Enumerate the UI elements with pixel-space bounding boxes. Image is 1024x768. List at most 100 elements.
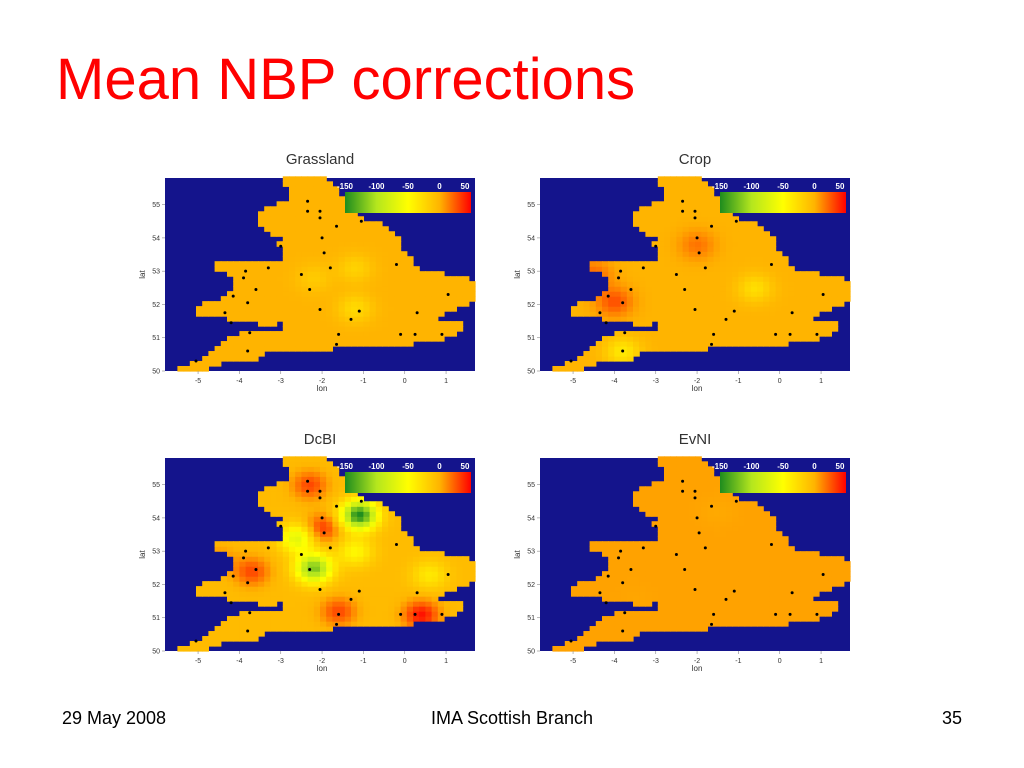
heatmap-cell xyxy=(670,576,677,582)
heatmap-cell xyxy=(713,606,721,612)
heatmap-cell xyxy=(382,586,389,592)
heatmap-cell xyxy=(707,606,715,612)
heatmap-cell xyxy=(363,251,371,257)
heatmap-cell xyxy=(645,311,653,317)
heatmap-cell xyxy=(363,331,371,337)
heatmap-cell xyxy=(357,301,364,307)
heatmap-cell xyxy=(682,341,690,347)
heatmap-cell xyxy=(382,281,389,287)
colorbar-tick-label: -50 xyxy=(777,462,789,471)
y-tick-label: 54 xyxy=(152,235,160,242)
heatmap-cell xyxy=(245,576,253,582)
heatmap-cell xyxy=(651,241,659,247)
site-marker xyxy=(335,342,339,346)
heatmap-cell xyxy=(744,276,752,282)
heatmap-cell xyxy=(682,176,690,182)
heatmap-cell xyxy=(326,316,333,322)
heatmap-cell xyxy=(375,231,383,237)
heatmap-cell xyxy=(707,266,715,272)
heatmap-cell xyxy=(651,576,659,582)
heatmap-cell xyxy=(713,236,721,242)
heatmap-cell xyxy=(177,646,185,652)
heatmap-cell xyxy=(670,201,677,207)
heatmap-cell xyxy=(719,341,727,347)
heatmap-cell xyxy=(338,486,346,492)
heatmap-cell xyxy=(326,271,333,277)
heatmap-cell xyxy=(757,341,764,347)
site-marker xyxy=(254,567,258,571)
heatmap-cell xyxy=(295,186,302,192)
heatmap-cell xyxy=(332,326,340,332)
heatmap-cell xyxy=(651,561,659,567)
heatmap-cell xyxy=(394,311,402,317)
heatmap-cell xyxy=(270,496,278,502)
heatmap-cell xyxy=(437,306,445,312)
heatmap-cell xyxy=(351,276,358,282)
y-tick-label: 51 xyxy=(527,615,535,622)
heatmap-cell xyxy=(295,271,302,277)
heatmap-cell xyxy=(757,606,764,612)
heatmap-cell xyxy=(344,231,352,237)
heatmap-cell xyxy=(744,576,752,582)
heatmap-cell xyxy=(676,196,684,202)
y-tick-label: 52 xyxy=(527,302,535,309)
heatmap-cell xyxy=(388,556,395,562)
heatmap-cell xyxy=(295,611,302,617)
heatmap-cell xyxy=(344,496,352,502)
heatmap-cell xyxy=(719,286,727,292)
heatmap-cell xyxy=(239,571,247,577)
heatmap-cell xyxy=(208,581,216,587)
x-tick-label: -4 xyxy=(236,378,242,385)
heatmap-cell xyxy=(394,576,402,582)
heatmap-cell xyxy=(462,561,470,567)
heatmap-cell xyxy=(651,261,659,267)
heatmap-cell xyxy=(382,621,389,627)
heatmap-cell xyxy=(726,326,733,332)
heatmap-cell xyxy=(664,611,671,617)
heatmap-cell xyxy=(233,586,240,592)
heatmap-cell xyxy=(239,306,247,312)
heatmap-cell xyxy=(295,326,302,332)
heatmap-cell xyxy=(344,236,352,242)
heatmap-cell xyxy=(313,176,321,182)
heatmap-cell xyxy=(276,506,284,512)
heatmap-cell xyxy=(295,296,302,302)
heatmap-cell xyxy=(812,551,820,557)
heatmap-cell xyxy=(264,286,271,292)
heatmap-cell xyxy=(282,621,290,627)
heatmap-cell xyxy=(695,481,702,487)
heatmap-cell xyxy=(369,541,377,547)
heatmap-cell xyxy=(425,566,433,572)
heatmap-cell xyxy=(357,341,364,347)
heatmap-cell xyxy=(313,491,321,497)
heatmap-cell xyxy=(676,256,684,262)
heatmap-cell xyxy=(344,516,352,522)
heatmap-cell xyxy=(664,501,671,507)
heatmap-cell xyxy=(245,616,253,622)
heatmap-cell xyxy=(332,271,340,277)
heatmap-cell xyxy=(289,546,296,552)
heatmap-cell xyxy=(196,306,203,312)
heatmap-cell xyxy=(757,256,764,262)
heatmap-cell xyxy=(394,601,402,607)
heatmap-cell xyxy=(282,256,290,262)
axes xyxy=(537,484,822,654)
heatmap-cell xyxy=(313,291,321,297)
site-marker xyxy=(569,639,573,643)
heatmap-cell xyxy=(719,226,727,232)
site-marker xyxy=(394,543,398,547)
site-marker xyxy=(318,209,322,213)
heatmap-cell xyxy=(633,331,640,337)
heatmap-cell xyxy=(363,526,371,532)
heatmap-cell xyxy=(413,601,420,607)
heatmap-cell xyxy=(307,201,315,207)
heatmap-cell xyxy=(602,591,609,597)
heatmap-cell xyxy=(351,531,358,537)
heatmap-cell xyxy=(645,571,653,577)
heatmap-cell xyxy=(301,176,309,182)
heatmap-cell xyxy=(400,316,408,322)
heatmap-cell xyxy=(744,546,752,552)
heatmap-cell xyxy=(320,476,327,482)
heatmap-cell xyxy=(726,216,733,222)
heatmap-cell xyxy=(633,341,640,347)
